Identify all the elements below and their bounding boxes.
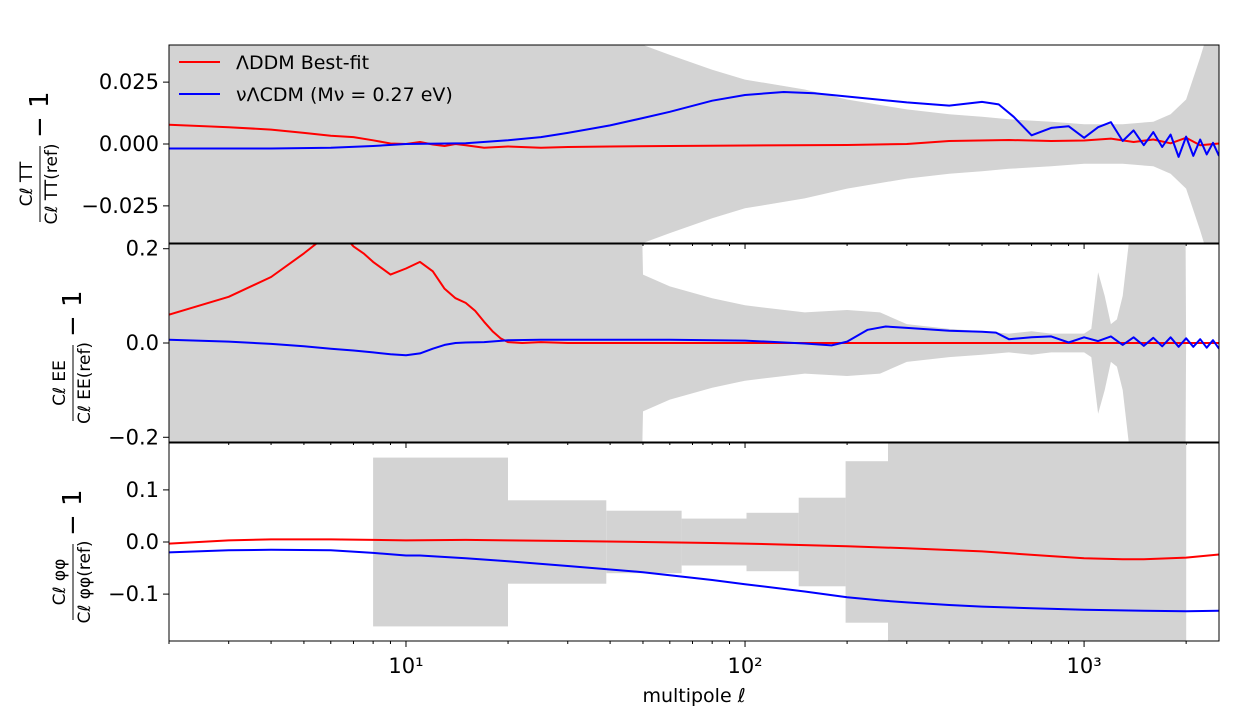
error-bin-1 [373, 457, 508, 627]
y-tick-label: −0.025 [81, 194, 159, 218]
legend: ΛDDM Best-fit νΛCDM (Mν = 0.27 eV) [179, 52, 453, 106]
error-band [169, 45, 1219, 243]
error-bin-6 [798, 497, 846, 587]
panels-group: −0.025 0.000 0.025 Cℓ TT Cℓ TT(ref) − 1 −0.2 0.… [17, 44, 1220, 647]
y-tick-label: 0.1 [126, 478, 159, 502]
y-label-suffix: − 1 [58, 290, 88, 337]
x-tick-label: 10³ [1067, 654, 1102, 678]
y-label-suffix: − 1 [25, 91, 55, 138]
y-tick-label: −0.2 [108, 425, 159, 449]
y-label-numerator: Cℓ TT [17, 161, 37, 206]
y-tick-label: 0.025 [99, 70, 159, 94]
y-tick-label: −0.1 [108, 582, 159, 606]
y-label-numerator: Cℓ EE [50, 360, 70, 406]
series-nu-lambda-cdm-line [169, 325, 1219, 357]
y-label-denominator: Cℓ EE(ref) [75, 342, 95, 424]
y-label-denominator: Cℓ TT(ref) [42, 143, 62, 224]
series-nu-lambda-cdm-line [169, 91, 1219, 158]
series-lambda-ddm-line [169, 244, 1219, 344]
series-nu-lambda-cdm-line [169, 548, 1219, 613]
y-tick-label: 0.2 [126, 237, 159, 261]
y-axis-label: Cℓ φφ Cℓ φφ(ref) − 1 [50, 489, 95, 623]
y-label-suffix: − 1 [58, 489, 88, 536]
x-axis: 10¹ 10² 10³ [388, 654, 1101, 678]
legend-entry: ΛDDM Best-fit [236, 52, 369, 74]
panel-2: −0.2 0.0 0.2 Cℓ EE Cℓ EE(ref) − 1 [50, 237, 1220, 449]
error-bin-7 [845, 461, 888, 623]
series-lambda-ddm-line [169, 538, 1219, 561]
x-axis-label: multipole ℓ [642, 685, 745, 707]
x-tick-label: 10² [727, 654, 762, 678]
y-axis-label: Cℓ TT Cℓ TT(ref) − 1 [17, 91, 62, 224]
panel-3: −0.1 0.0 0.1 Cℓ φφ Cℓ φφ(ref) − 1 [50, 442, 1220, 647]
y-axis-label: Cℓ EE Cℓ EE(ref) − 1 [50, 290, 95, 424]
y-tick-label: 0.0 [126, 331, 159, 355]
x-tick-label: 10¹ [388, 654, 423, 678]
legend-entry: νΛCDM (Mν = 0.27 eV) [236, 84, 453, 106]
error-bin-5 [746, 512, 799, 572]
y-tick-label: 0.000 [99, 132, 159, 156]
y-label-numerator: Cℓ φφ [50, 559, 70, 606]
panel-1: −0.025 0.000 0.025 Cℓ TT Cℓ TT(ref) − 1 [17, 44, 1220, 249]
y-tick-label: 0.0 [126, 530, 159, 554]
y-label-denominator: Cℓ φφ(ref) [75, 540, 95, 623]
